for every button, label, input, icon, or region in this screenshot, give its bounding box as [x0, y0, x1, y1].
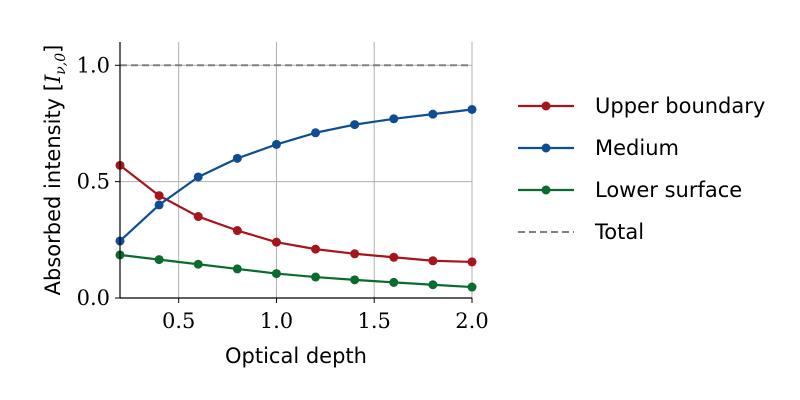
data-point-medium [193, 172, 203, 182]
data-point-lower-surface [467, 282, 477, 292]
legend-marker-upper-boundary [541, 101, 551, 111]
series-line-medium [119, 108, 473, 242]
data-point-lower-surface [311, 272, 321, 282]
data-point-upper-boundary [154, 191, 164, 201]
data-point-medium [311, 128, 321, 138]
data-point-upper-boundary [389, 252, 399, 262]
axes: 0.5 1.0 1.5 2.0 0.0 0.5 1.0 [77, 42, 489, 333]
data-point-upper-boundary [232, 226, 242, 236]
data-point-medium [154, 200, 164, 210]
series-line-lower-surface [119, 253, 473, 289]
data-point-medium [467, 104, 477, 114]
y-axis-label-text: Absorbed intensity [ [41, 83, 65, 295]
data-point-upper-boundary [311, 244, 321, 254]
legend-label-upper-boundary: Upper boundary [595, 94, 765, 118]
data-point-lower-surface [389, 277, 399, 287]
data-point-lower-surface [232, 264, 242, 274]
y-axis-label-subscript: ν,0 [53, 53, 69, 75]
data-point-lower-surface [271, 269, 281, 279]
x-tick-label: 0.5 [162, 309, 195, 333]
data-point-lower-surface [154, 255, 164, 265]
legend-entry-upper-boundary: Upper boundary [518, 94, 765, 118]
legend-marker-medium [541, 143, 551, 153]
series-line-upper-boundary [119, 164, 473, 264]
y-axis-label-variable: I [41, 74, 65, 84]
data-point-upper-boundary [193, 212, 203, 222]
data-point-medium [271, 139, 281, 149]
y-tick-label: 0.5 [77, 170, 110, 194]
data-point-upper-boundary [467, 257, 477, 267]
legend-entry-lower-surface: Lower surface [518, 178, 742, 202]
legend: Upper boundary Medium Lower surface Total [518, 94, 765, 244]
legend-entry-medium: Medium [518, 136, 679, 160]
x-tick-label: 2.0 [455, 309, 488, 333]
data-point-medium [350, 120, 360, 130]
data-point-lower-surface [428, 280, 438, 290]
y-axis-label: Absorbed intensity [Iν,0] [41, 45, 69, 296]
legend-label-lower-surface: Lower surface [595, 178, 742, 202]
series-lower-surface [115, 250, 477, 292]
grid [120, 42, 473, 299]
data-point-medium [232, 153, 242, 163]
data-point-lower-surface [193, 259, 203, 269]
legend-marker-lower-surface [541, 185, 551, 195]
x-tick-label: 1.0 [260, 309, 293, 333]
data-point-upper-boundary [271, 237, 281, 247]
x-axis-label: Optical depth [225, 344, 367, 368]
legend-entry-total: Total [518, 220, 644, 244]
legend-label-medium: Medium [595, 136, 679, 160]
data-point-medium [428, 109, 438, 119]
y-axis-label-bracket: ] [41, 45, 65, 53]
data-point-lower-surface [350, 275, 360, 285]
y-tick-label: 1.0 [77, 53, 110, 77]
data-point-medium [389, 114, 399, 124]
data-point-upper-boundary [428, 256, 438, 266]
plot-area: 0.5 1.0 1.5 2.0 0.0 0.5 1.0 [77, 42, 489, 333]
legend-label-total: Total [594, 220, 644, 244]
x-tick-label: 1.5 [358, 309, 391, 333]
y-tick-label: 0.0 [77, 286, 110, 310]
data-point-upper-boundary [350, 249, 360, 259]
